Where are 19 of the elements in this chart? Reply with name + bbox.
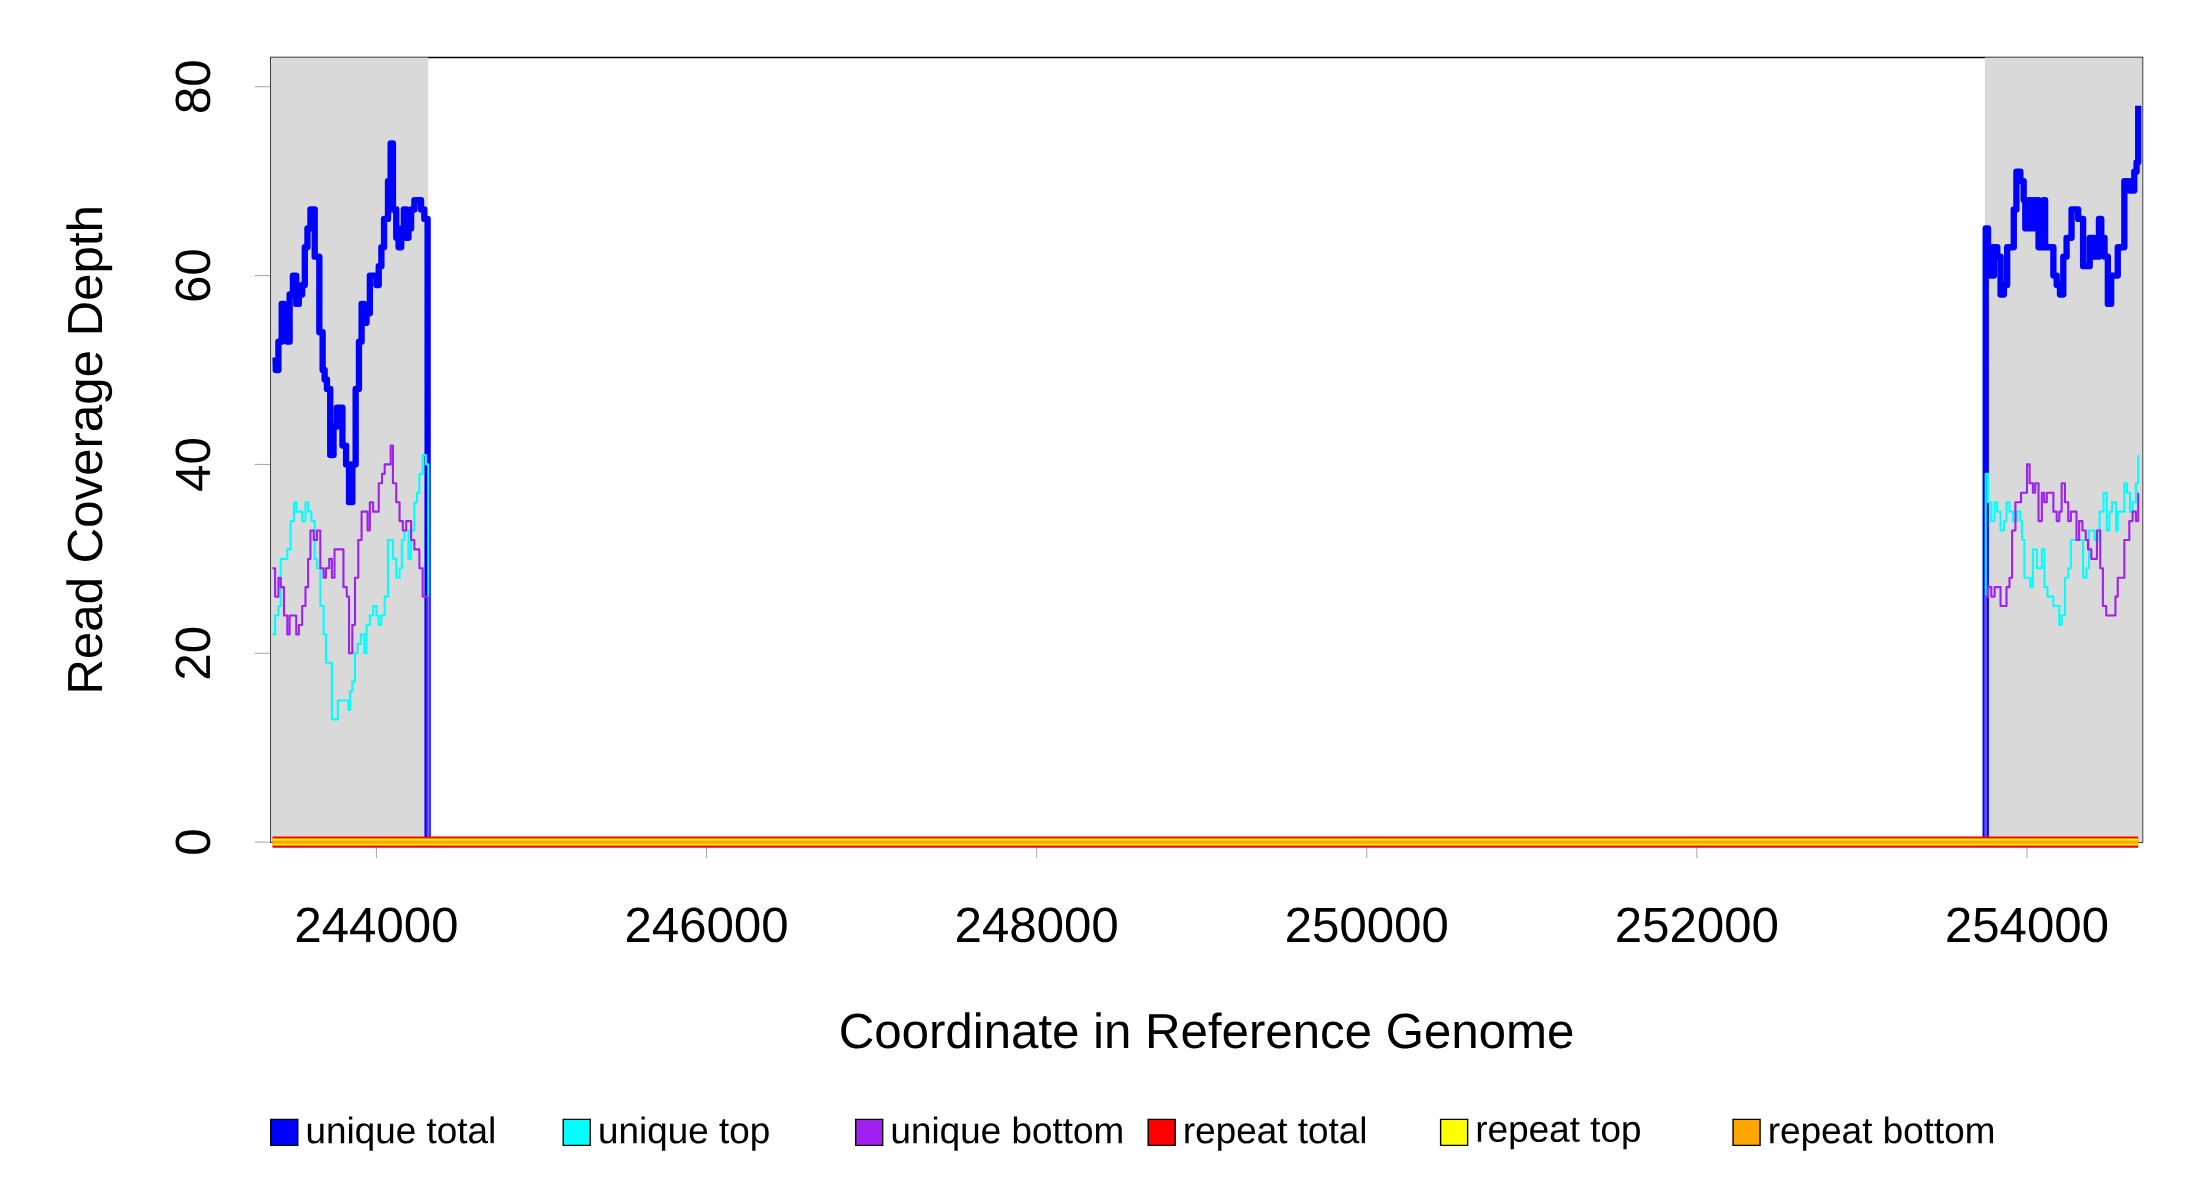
x-axis-title: Coordinate in Reference Genome (841, 1012, 1573, 1049)
legend-label: unique bottom (892, 1116, 1122, 1151)
legend-label: unique top (600, 1116, 769, 1151)
x-tick-label: 250000 (1287, 907, 1447, 943)
legend-label: repeat bottom (1770, 1116, 1993, 1151)
y-tick-label: 60 (175, 250, 211, 301)
y-tick-label: 0 (175, 830, 211, 854)
x-tick-label: 248000 (957, 907, 1117, 943)
x-tick-label: 252000 (1617, 907, 1778, 943)
legend-label: repeat top (1477, 1117, 1640, 1150)
x-tick-label: 244000 (296, 907, 457, 943)
y-axis-title: Read Coverage Depth (66, 208, 113, 691)
legend-label: repeat total (1185, 1116, 1366, 1151)
legend-label: unique total (307, 1116, 494, 1151)
y-tick-label: 20 (175, 627, 211, 679)
y-tick-label: 40 (175, 438, 211, 491)
x-tick-label: 254000 (1947, 907, 2108, 943)
x-tick-label: 246000 (626, 907, 787, 943)
y-tick-label: 80 (175, 61, 211, 112)
